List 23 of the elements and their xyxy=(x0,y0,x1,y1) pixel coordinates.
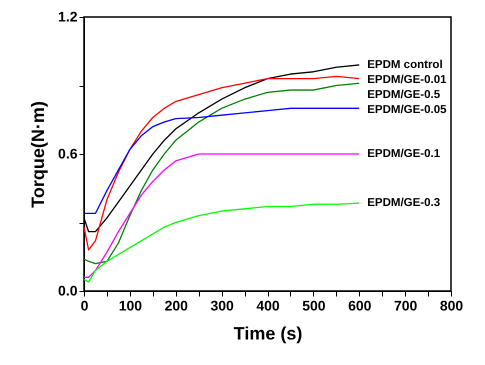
series-label: EPDM control xyxy=(367,58,443,71)
x-tick-label: 100 xyxy=(118,298,142,314)
x-tick-label: 500 xyxy=(302,298,326,314)
x-tick-label: 400 xyxy=(256,298,280,314)
x-tick-label: 800 xyxy=(440,298,464,314)
line-series xyxy=(84,202,360,283)
x-axis-title: Time (s) xyxy=(234,324,302,344)
x-tick-label: 700 xyxy=(394,298,418,314)
x-tick-label: 600 xyxy=(348,298,372,314)
line-series xyxy=(84,108,360,214)
series-label: EPDM/GE-0.01 xyxy=(367,74,448,86)
series-label: EPDM/GE-0.1 xyxy=(367,148,441,160)
x-tick-label: 300 xyxy=(210,298,234,314)
series-label: EPDM/GE-0.3 xyxy=(367,197,440,210)
y-tick-label: 0.6 xyxy=(58,146,78,162)
y-tick-label: 0.0 xyxy=(58,282,78,298)
x-tick-label: 0 xyxy=(80,298,89,314)
line-series xyxy=(84,153,360,278)
series-label: EPDM/GE-0.05 xyxy=(367,104,448,116)
series-label: EPDM/GE-0.5 xyxy=(367,88,441,101)
y-tick-label: 1.2 xyxy=(58,8,78,24)
x-tick-label: 200 xyxy=(164,298,188,314)
y-axis-title: Torque(N·m) xyxy=(28,101,48,208)
